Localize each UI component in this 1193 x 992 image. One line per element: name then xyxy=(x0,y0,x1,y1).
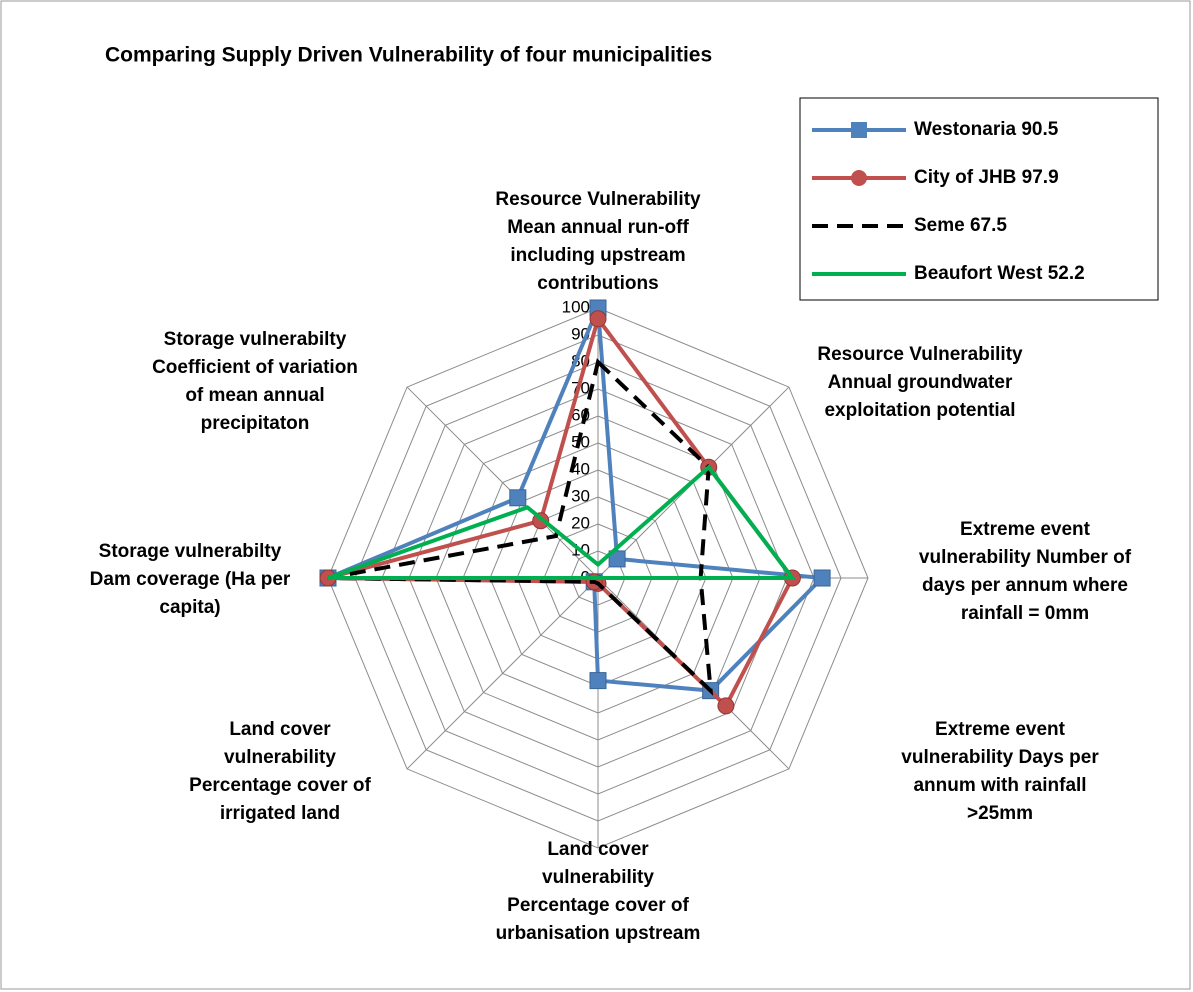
axis-label: Annual groundwater xyxy=(828,372,1013,393)
axis-label: exploitation potential xyxy=(824,400,1015,421)
point xyxy=(509,489,527,507)
axis-label: precipitaton xyxy=(201,413,310,434)
legend-label: Westonaria 90.5 xyxy=(914,119,1059,140)
axis-label: Mean annual run-off xyxy=(507,217,689,238)
axis-label: of mean annual xyxy=(185,385,324,406)
axis-label: vulnerability Number of xyxy=(919,547,1132,568)
series-line xyxy=(327,464,797,580)
axis-label: Extreme event xyxy=(960,519,1091,540)
series-line xyxy=(327,358,714,696)
axis-label: >25mm xyxy=(967,803,1033,824)
r-tick-label: 20 xyxy=(571,513,590,532)
axis-label: Land cover xyxy=(547,839,649,860)
axis-label: Storage vulnerabilty xyxy=(164,329,347,350)
axis-label: Percentage cover of xyxy=(189,775,371,796)
axis-label: Land cover xyxy=(229,719,331,740)
axis-label: urbanisation upstream xyxy=(496,923,701,944)
point xyxy=(589,672,607,690)
chart-title: Comparing Supply Driven Vulnerability of… xyxy=(105,44,712,67)
axis-label: Percentage cover of xyxy=(507,895,689,916)
axis-label: vulnerability xyxy=(542,867,654,888)
point xyxy=(813,569,831,587)
axis-label: days per annum where xyxy=(922,575,1128,596)
axis-label: irrigated land xyxy=(220,803,340,824)
axis-label: vulnerability Days per xyxy=(901,747,1099,768)
point xyxy=(608,550,626,568)
axis-label: vulnerability xyxy=(224,747,336,768)
axis-label: Storage vulnerabilty xyxy=(99,541,282,562)
axis-label: Extreme event xyxy=(935,719,1066,740)
axis-label: Dam coverage (Ha per xyxy=(90,569,291,590)
point xyxy=(589,310,607,328)
axis-label: capita) xyxy=(159,597,220,618)
legend-label: City of JHB 97.9 xyxy=(914,167,1059,188)
legend-marker xyxy=(851,122,867,138)
axis-label: Resource Vulnerability xyxy=(495,189,701,210)
axis-label: rainfall = 0mm xyxy=(961,603,1089,624)
r-tick-label: 40 xyxy=(571,459,590,478)
spoke xyxy=(406,577,599,770)
axis-label: Resource Vulnerability xyxy=(817,344,1023,365)
axis-label: contributions xyxy=(537,273,658,294)
r-tick-label: 100 xyxy=(562,297,590,316)
axis-label: Coefficient of variation xyxy=(152,357,358,378)
legend-label: Beaufort West 52.2 xyxy=(914,263,1085,284)
r-tick-label: 30 xyxy=(571,486,590,505)
spoke xyxy=(406,386,599,579)
point xyxy=(717,697,735,715)
axis-label: annum with rainfall xyxy=(913,775,1086,796)
legend-label: Seme 67.5 xyxy=(914,215,1007,236)
legend-marker xyxy=(851,170,867,186)
axis-label: including upstream xyxy=(510,245,685,266)
